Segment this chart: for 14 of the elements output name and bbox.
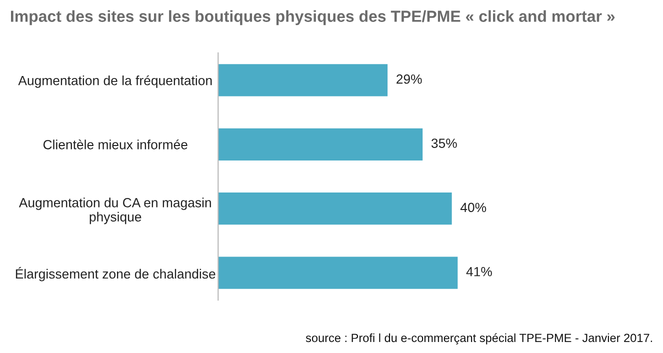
data-label: 35% <box>431 138 457 148</box>
bar <box>218 64 388 96</box>
chart-title: Impact des sites sur les boutiques physiques des TPE/PME « click and mortar » <box>11 10 615 26</box>
y-tick-label: Clientèle mieux informée <box>43 139 188 150</box>
y-tick-label: Augmentation de la fréquentation <box>18 75 212 88</box>
bar <box>218 192 452 225</box>
source-note: source : Profi l du e-commerçant spécial TPE-PME - Janvier 2017. <box>306 333 652 344</box>
y-tick-label: Augmentation du CA en magasin physique <box>18 198 211 224</box>
data-label: 41% <box>466 267 492 276</box>
bar <box>218 128 423 160</box>
data-label: 40% <box>460 202 486 212</box>
data-label: 29% <box>396 74 422 84</box>
bar <box>218 256 458 289</box>
y-tick-label: Élargissement zone de chalandise <box>16 267 216 282</box>
